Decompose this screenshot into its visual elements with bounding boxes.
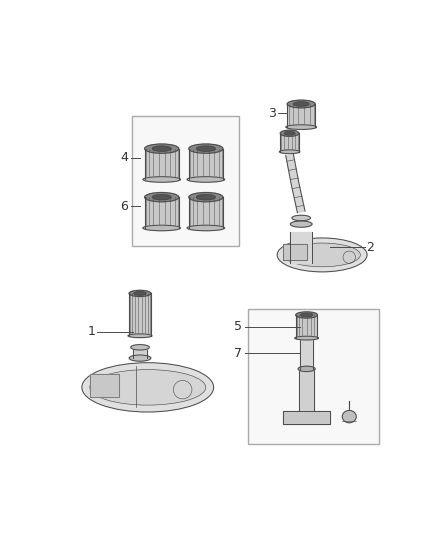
Ellipse shape <box>145 192 179 202</box>
Polygon shape <box>189 197 223 228</box>
Ellipse shape <box>286 125 317 130</box>
Text: 4: 4 <box>120 151 128 164</box>
Ellipse shape <box>129 355 151 361</box>
Ellipse shape <box>189 144 223 154</box>
Bar <box>248 309 379 443</box>
Ellipse shape <box>342 410 356 423</box>
Ellipse shape <box>197 146 215 151</box>
Bar <box>283 244 307 260</box>
Ellipse shape <box>197 195 215 200</box>
Ellipse shape <box>128 334 152 337</box>
Ellipse shape <box>152 195 171 200</box>
Polygon shape <box>287 104 315 127</box>
Polygon shape <box>296 315 318 338</box>
Ellipse shape <box>152 146 171 151</box>
Polygon shape <box>145 197 179 228</box>
Bar <box>283 411 330 424</box>
Ellipse shape <box>300 313 313 317</box>
Bar <box>90 374 119 397</box>
Text: 7: 7 <box>234 347 242 360</box>
Bar <box>132 116 239 246</box>
Polygon shape <box>280 133 299 152</box>
Bar <box>90 374 119 397</box>
Ellipse shape <box>298 366 315 372</box>
Bar <box>300 338 313 369</box>
Ellipse shape <box>187 225 225 231</box>
Ellipse shape <box>287 100 315 108</box>
Bar <box>133 348 147 358</box>
Ellipse shape <box>82 363 214 412</box>
Ellipse shape <box>277 238 367 272</box>
Ellipse shape <box>189 192 223 202</box>
Ellipse shape <box>90 369 206 405</box>
Polygon shape <box>286 154 305 213</box>
Text: 2: 2 <box>366 241 374 254</box>
Ellipse shape <box>131 345 149 350</box>
Polygon shape <box>129 294 151 336</box>
Ellipse shape <box>134 292 146 295</box>
Ellipse shape <box>284 243 360 267</box>
Polygon shape <box>145 149 179 180</box>
Ellipse shape <box>129 290 151 296</box>
Ellipse shape <box>187 176 225 182</box>
Ellipse shape <box>293 102 309 106</box>
Bar <box>283 244 307 260</box>
Ellipse shape <box>279 150 300 154</box>
Ellipse shape <box>295 336 318 340</box>
Ellipse shape <box>143 176 180 182</box>
Bar <box>290 232 312 263</box>
Polygon shape <box>189 149 223 180</box>
Ellipse shape <box>145 144 179 154</box>
Text: 1: 1 <box>87 326 95 338</box>
Ellipse shape <box>284 132 295 135</box>
Ellipse shape <box>290 221 312 227</box>
Ellipse shape <box>280 130 299 136</box>
Bar <box>299 369 314 411</box>
Text: 6: 6 <box>120 200 128 213</box>
Text: 5: 5 <box>234 320 242 333</box>
Ellipse shape <box>292 215 311 221</box>
Ellipse shape <box>296 312 318 318</box>
Text: 3: 3 <box>268 107 276 120</box>
Bar <box>283 411 330 424</box>
Ellipse shape <box>143 225 180 231</box>
